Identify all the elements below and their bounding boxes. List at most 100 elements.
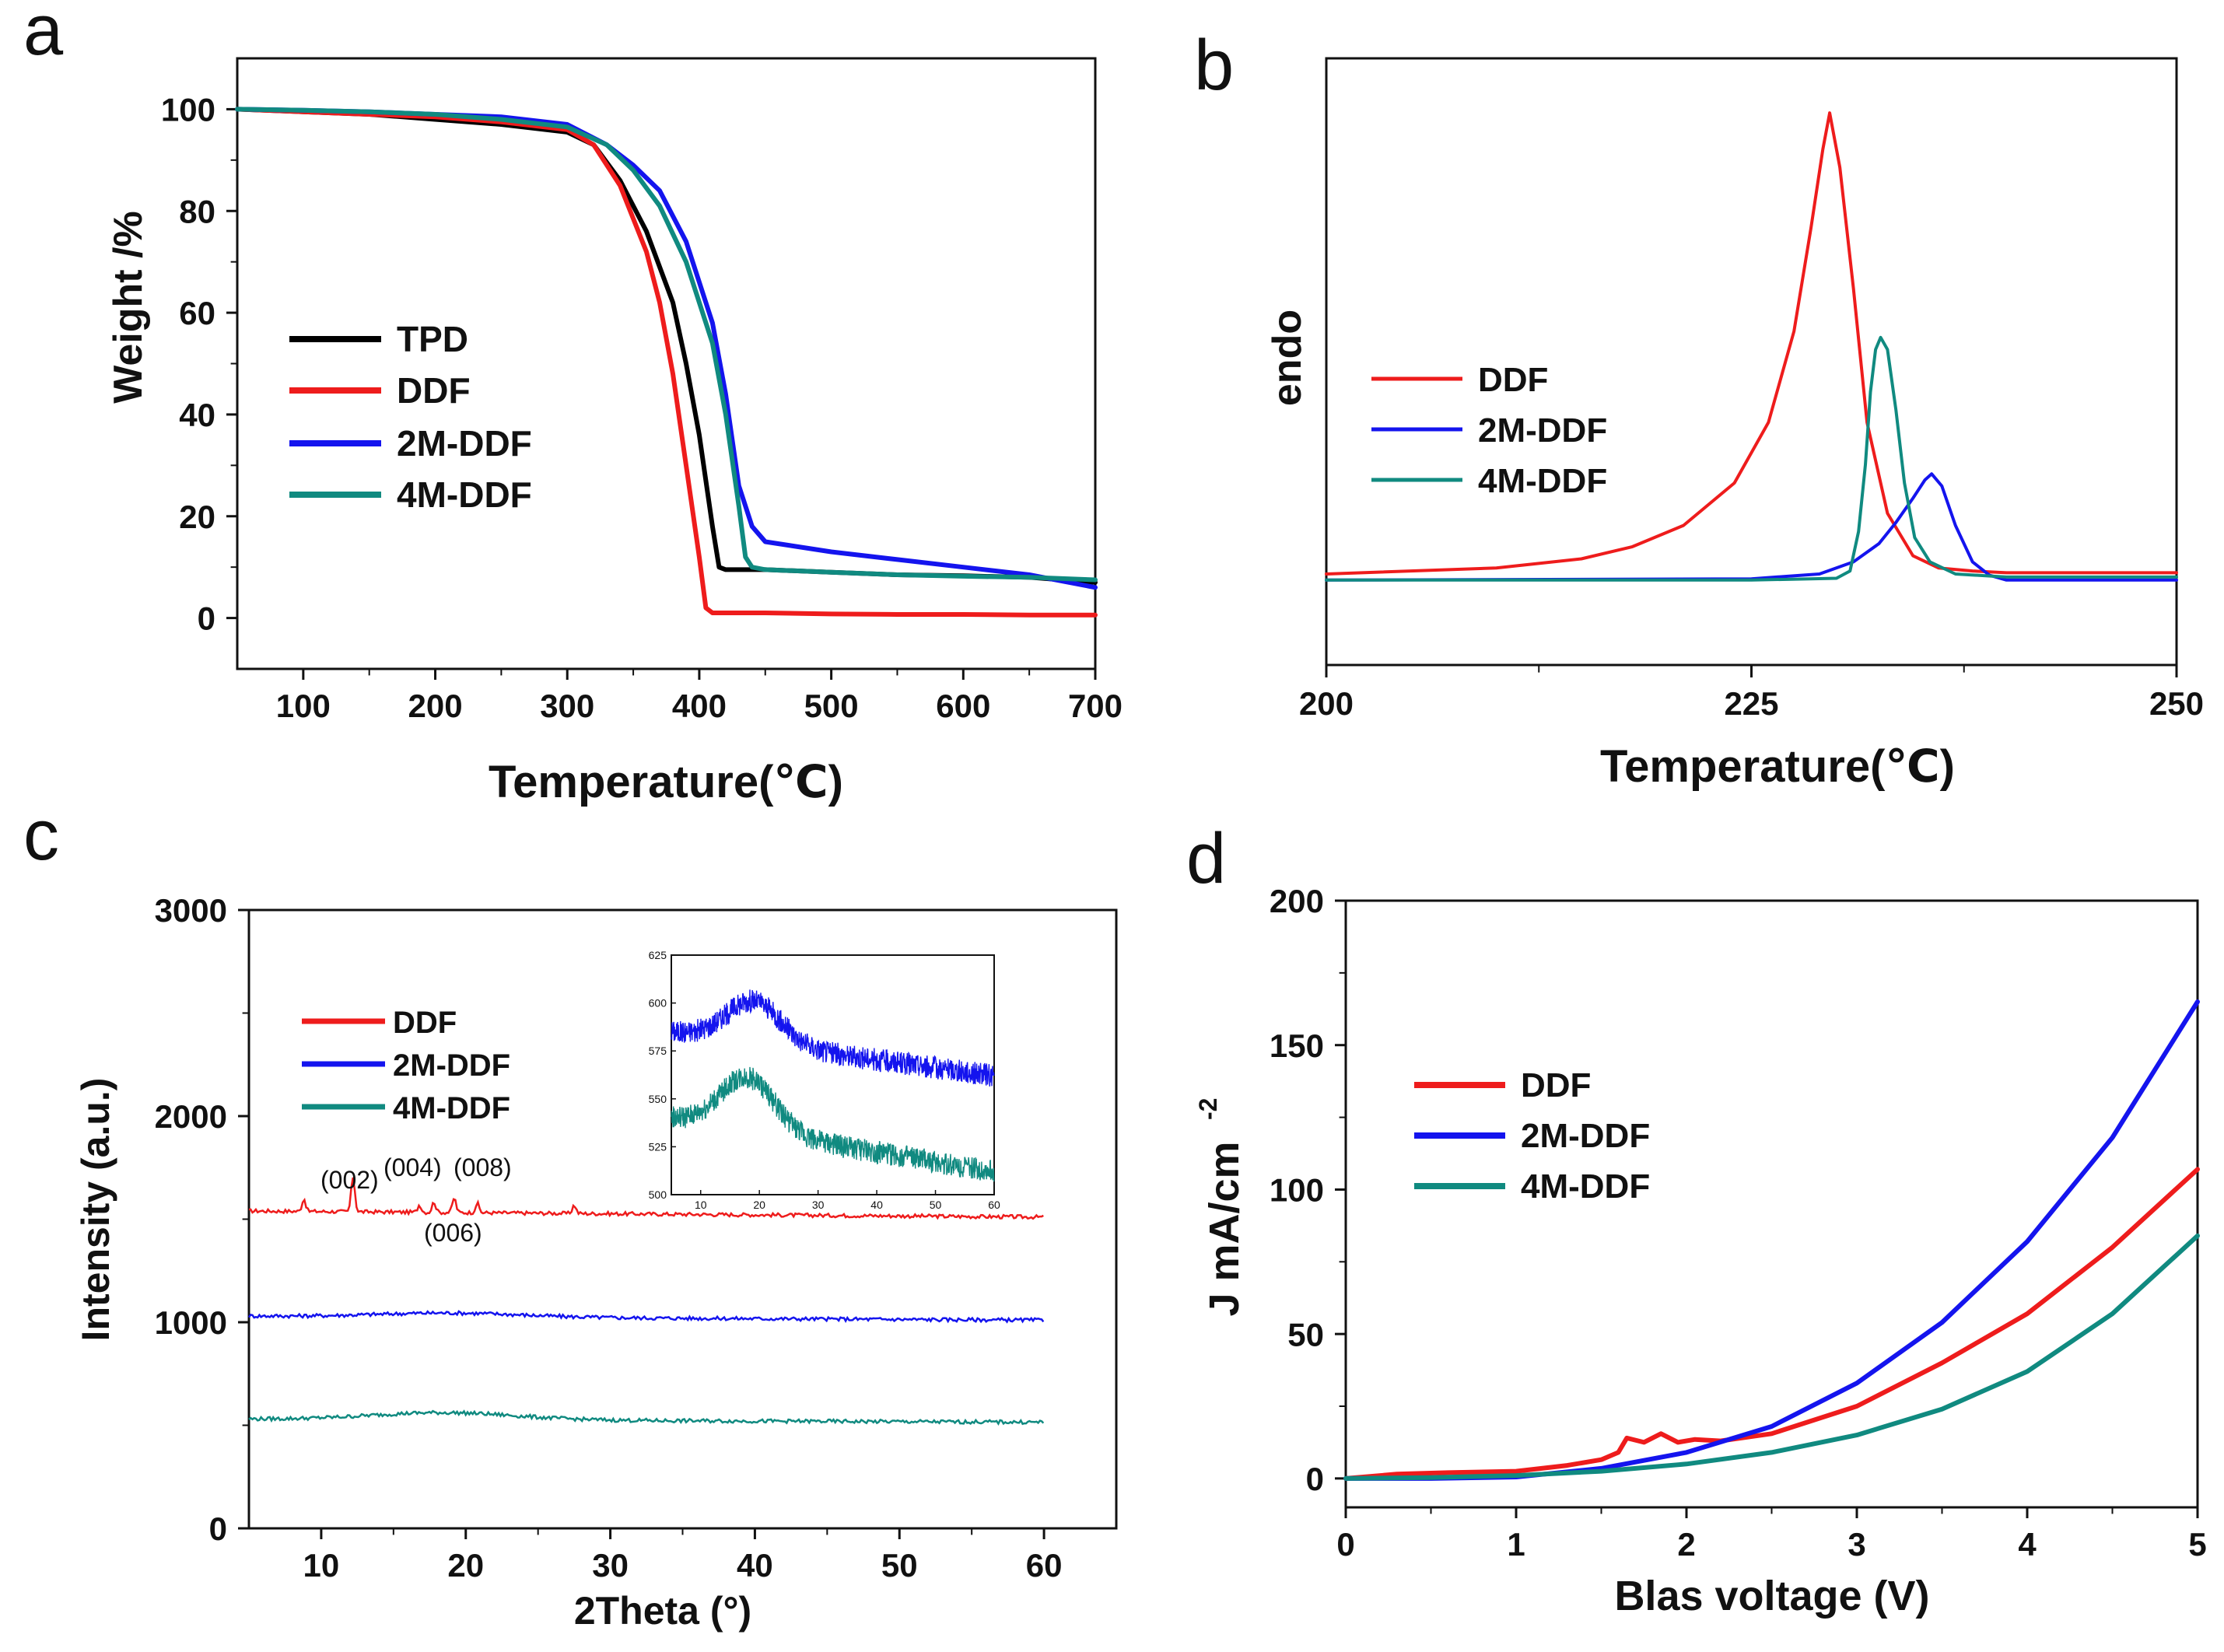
panel-d-xlabel: Blas voltage (V) xyxy=(1614,1573,1929,1619)
inset-x-tick-label: 60 xyxy=(988,1199,1000,1211)
x-tick-label: 5 xyxy=(2188,1526,2206,1563)
x-tick-label: 700 xyxy=(1068,688,1123,724)
series-line-4m-ddf xyxy=(235,107,1098,583)
inset-series xyxy=(671,989,995,1182)
inset-x-tick-label: 30 xyxy=(812,1199,825,1211)
x-tick-label: 50 xyxy=(881,1547,918,1584)
x-tick-label: 30 xyxy=(592,1547,629,1584)
inset-x-tick-label: 40 xyxy=(870,1199,883,1211)
series-line-4m-ddf xyxy=(1325,335,2178,582)
series-line-ddf xyxy=(248,1177,1044,1220)
series-line-2m-ddf xyxy=(247,1310,1045,1324)
panel-a-legend: TPD DDF 2M-DDF 4M-DDF xyxy=(289,319,532,515)
x-tick-label: 250 xyxy=(2149,685,2204,722)
panel-d-ylabel: J mA/cm xyxy=(1201,1141,1248,1316)
legend-label-4m-ddf: 4M-DDF xyxy=(397,474,532,515)
x-tick-label: 20 xyxy=(447,1547,484,1584)
x-tick-label: 4 xyxy=(2018,1526,2037,1563)
panel-d-frame xyxy=(1344,899,2199,1509)
panel-d-ylabel-superscript: -2 xyxy=(1194,1098,1222,1120)
inset-y-tick-label: 550 xyxy=(649,1093,667,1105)
panel-d-series xyxy=(1343,999,2200,1481)
x-tick-label: 1 xyxy=(1507,1526,1525,1563)
x-tick-label: 600 xyxy=(936,688,990,724)
x-tick-label: 3 xyxy=(1847,1526,1865,1563)
annotation-006: (006) xyxy=(424,1219,482,1247)
x-tick-label: 400 xyxy=(672,688,727,724)
x-tick-label: 60 xyxy=(1026,1547,1063,1584)
panel-a-ticks: 100 200 300 400 500 600 700 0 20 40 60 80 100 xyxy=(161,92,1123,724)
annotation-002: (002) xyxy=(320,1166,379,1194)
inset-x-tick-label: 20 xyxy=(753,1199,765,1211)
y-tick-label: 0 xyxy=(1306,1461,1324,1497)
legend-label-4m-ddf: 4M-DDF xyxy=(1521,1167,1650,1206)
panel-d-label: d xyxy=(1186,819,1226,898)
legend-label-ddf: DDF xyxy=(393,1006,457,1040)
legend-label-ddf: DDF xyxy=(1521,1066,1591,1104)
legend-label-4m-ddf: 4M-DDF xyxy=(1478,462,1607,500)
x-tick-label: 100 xyxy=(276,688,331,724)
y-tick-label: 50 xyxy=(1287,1316,1324,1353)
x-tick-label: 200 xyxy=(1299,685,1354,722)
inset-y-tick-label: 525 xyxy=(649,1140,667,1153)
panel-a-label: a xyxy=(23,0,64,70)
panel-b-series xyxy=(1325,111,2178,582)
panel-b-legend: DDF 2M-DDF 4M-DDF xyxy=(1371,361,1607,500)
panel-b: b 200 225 250 Temperature(℃) endo DDF 2M-D… xyxy=(1194,26,2204,792)
inset-x-tick-label: 10 xyxy=(695,1199,707,1211)
panel-c-label: c xyxy=(23,796,59,875)
y-tick-label: 100 xyxy=(1270,1172,1324,1209)
x-tick-label: 225 xyxy=(1724,685,1778,722)
panel-b-xlabel: Temperature(℃) xyxy=(1600,741,1955,792)
inset-y-tick-label: 575 xyxy=(649,1045,667,1057)
panel-a-series xyxy=(235,107,1098,618)
annotation-004: (004) xyxy=(384,1153,442,1181)
legend-label-4m-ddf: 4M-DDF xyxy=(393,1091,510,1125)
y-tick-label: 0 xyxy=(209,1510,227,1547)
legend-label-ddf: DDF xyxy=(1478,361,1548,399)
inset-series-line-4m-ddf xyxy=(671,1066,995,1182)
panel-c-ylabel: Intensity (a.u.) xyxy=(74,1078,117,1342)
annotation-008: (008) xyxy=(454,1153,512,1181)
legend-label-2m-ddf: 2M-DDF xyxy=(397,423,532,464)
x-tick-label: 2 xyxy=(1677,1526,1695,1563)
panel-b-label: b xyxy=(1194,26,1234,105)
panel-d-legend: DDF 2M-DDF 4M-DDF xyxy=(1414,1066,1650,1206)
x-tick-label: 0 xyxy=(1336,1526,1354,1563)
y-tick-label: 200 xyxy=(1270,883,1324,919)
x-tick-label: 500 xyxy=(804,688,859,724)
series-line-4m-ddf xyxy=(248,1409,1045,1426)
panel-d-ylabel-group: J mA/cm -2 xyxy=(1194,1098,1248,1317)
panel-c-xlabel: 2Theta (°) xyxy=(574,1589,751,1633)
inset-series-line-2m-ddf xyxy=(671,989,995,1087)
legend-label-ddf: DDF xyxy=(397,370,471,411)
series-line-ddf xyxy=(1343,1167,2200,1481)
y-tick-label: 2000 xyxy=(155,1098,227,1135)
panel-c-series xyxy=(247,1177,1045,1426)
series-line-4m-ddf xyxy=(1343,1233,2200,1481)
legend-label-2m-ddf: 2M-DDF xyxy=(393,1048,510,1083)
y-tick-label: 40 xyxy=(179,397,215,433)
inset-y-tick-label: 600 xyxy=(649,997,667,1010)
x-tick-label: 40 xyxy=(737,1547,773,1584)
y-tick-label: 80 xyxy=(179,193,215,229)
panel-b-ticks: 200 225 250 xyxy=(1299,665,2204,722)
inset-x-tick-label: 50 xyxy=(930,1199,942,1211)
panel-b-ylabel: endo xyxy=(1265,310,1310,406)
x-tick-label: 200 xyxy=(408,688,462,724)
legend-label-2m-ddf: 2M-DDF xyxy=(1478,411,1607,450)
series-line-ddf xyxy=(1325,111,2178,576)
series-line-2m-ddf xyxy=(1325,472,2178,582)
series-line-2m-ddf xyxy=(1343,999,2200,1481)
y-tick-label: 20 xyxy=(179,499,215,535)
panel-a-xlabel: Temperature(℃) xyxy=(489,757,843,807)
y-tick-label: 100 xyxy=(161,92,215,128)
y-tick-label: 0 xyxy=(198,600,215,637)
x-tick-label: 300 xyxy=(540,688,594,724)
legend-label-tpd: TPD xyxy=(397,319,468,359)
